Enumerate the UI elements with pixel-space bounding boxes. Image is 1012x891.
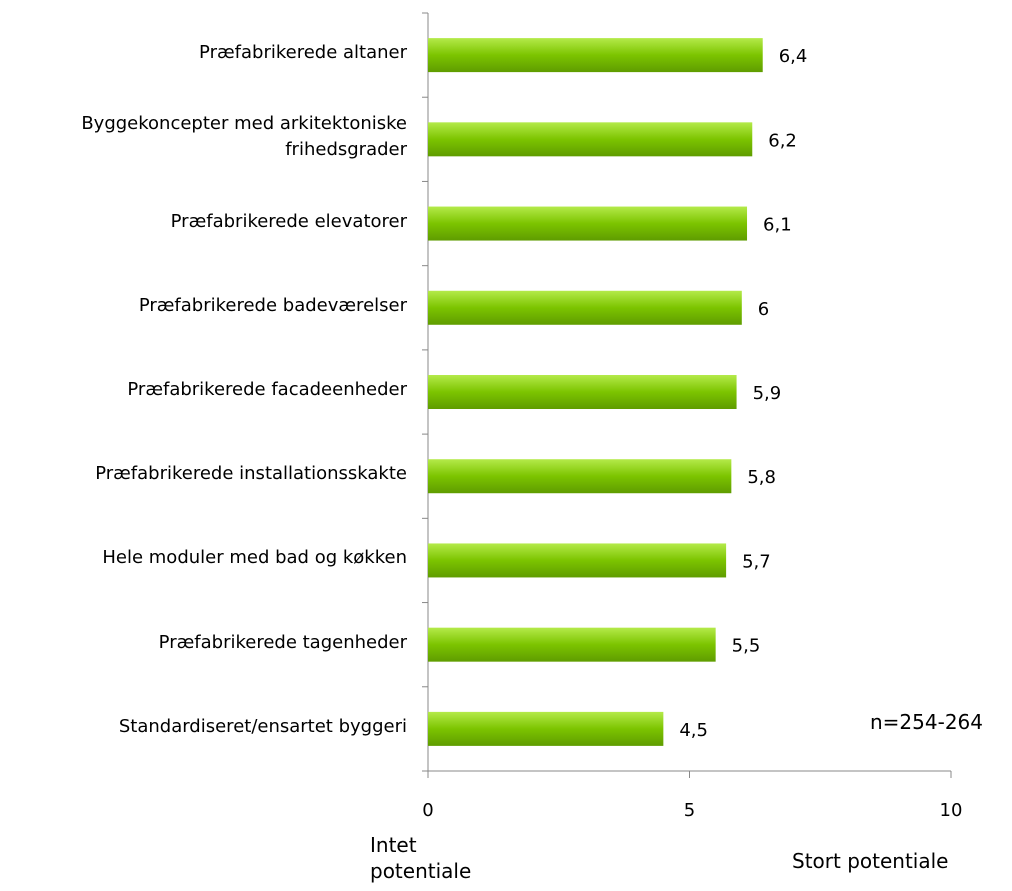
bar	[428, 122, 753, 157]
y-tick-label: Præfabrikerede facadeenheder	[127, 379, 407, 400]
bar	[428, 290, 742, 325]
value-label: 5,8	[747, 467, 776, 488]
y-tick-label: Hele moduler med bad og køkken	[102, 547, 407, 569]
x-label-left: Intet potentiale	[370, 833, 472, 883]
x-tick-label: 5	[684, 800, 695, 821]
value-label: 6,4	[779, 46, 808, 67]
annotation: n=254-264	[870, 710, 983, 734]
y-tick-label: Præfabrikerede tagenheder	[158, 631, 407, 653]
x-tick-label: 0	[422, 800, 433, 821]
value-label: 5,9	[753, 383, 782, 404]
value-label: 4,5	[679, 720, 708, 741]
bar	[428, 38, 763, 73]
bar	[428, 543, 727, 578]
bar	[428, 627, 716, 662]
x-label-right: Stort potentiale	[792, 849, 949, 873]
value-label: 5,5	[732, 636, 761, 657]
value-label: 5,7	[742, 551, 771, 572]
x-tick-label: 10	[940, 800, 963, 821]
value-label: 6	[758, 299, 769, 320]
value-label: 6,2	[768, 130, 797, 151]
y-tick-label: Præfabrikerede badeværelser	[138, 294, 407, 316]
bar	[428, 206, 748, 241]
bar	[428, 375, 737, 409]
y-tick-label: Standardiseret/ensartet byggeri	[118, 715, 407, 737]
y-tick-label: Præfabrikerede installationsskakte	[95, 463, 407, 485]
y-tick-label: Præfabrikerede elevatorer	[170, 210, 407, 232]
value-label: 6,1	[763, 215, 792, 236]
bar	[428, 711, 664, 746]
y-tick-label: Præfabrikerede altaner	[199, 42, 407, 64]
bar	[428, 459, 732, 494]
y-tick-label: Byggekoncepter med arkitektoniske frihed…	[81, 113, 407, 161]
